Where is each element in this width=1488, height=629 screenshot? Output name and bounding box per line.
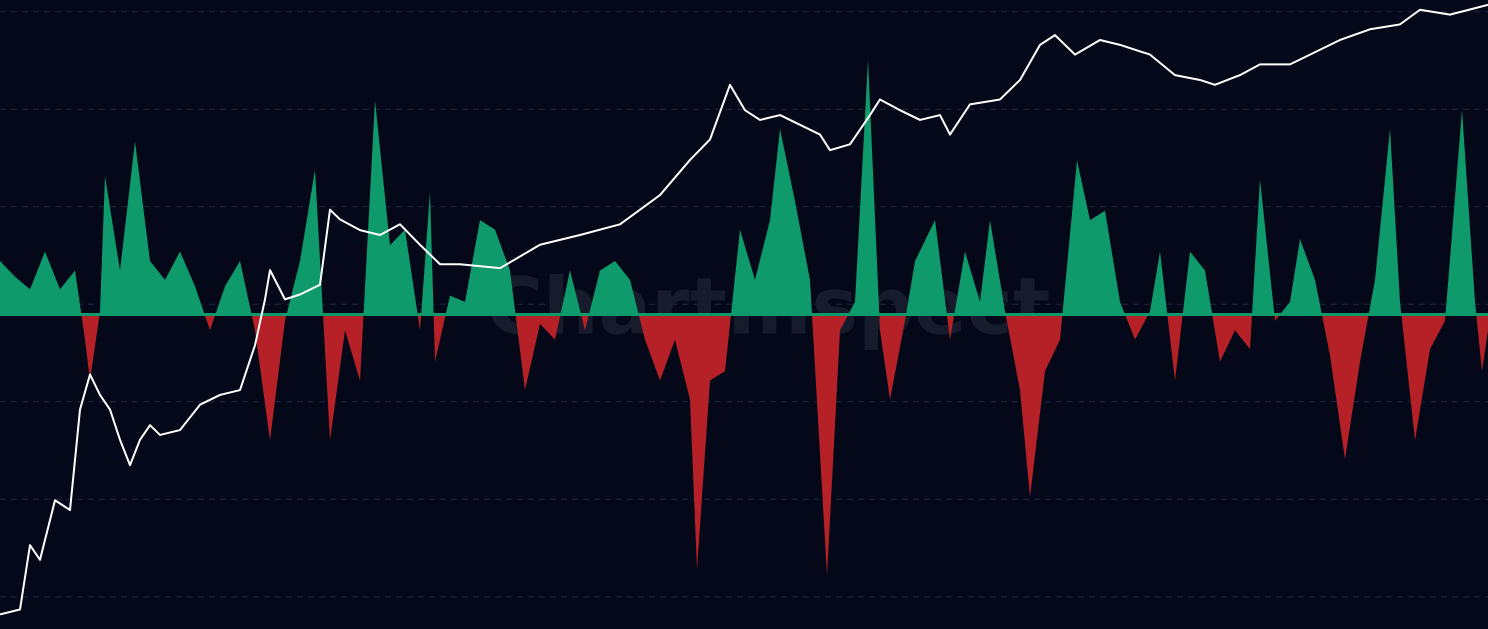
oscillator-area — [0, 59, 1488, 576]
price-line — [0, 3, 1488, 616]
